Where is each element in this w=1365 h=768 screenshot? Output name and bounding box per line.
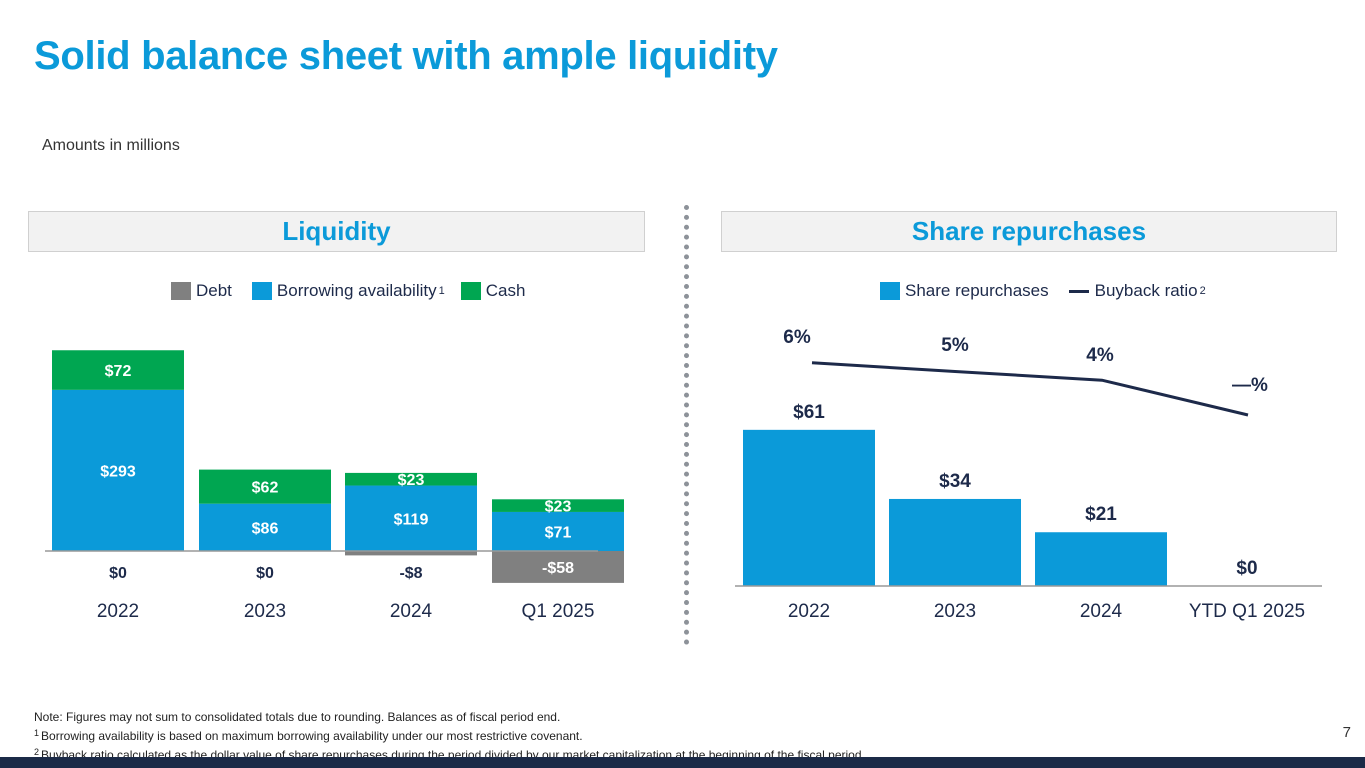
subtitle: Amounts in millions [42,137,180,154]
note-1: Borrowing availability is based on maxim… [41,729,583,743]
legend-debt: Debt [196,281,232,300]
legend-borrowing: Borrowing availability [276,281,437,300]
x-tick-label: 2022 [788,601,830,622]
legend-cash: Cash [485,281,526,300]
footnotes: Note: Figures may not sum to consolidate… [34,709,865,763]
note2-mark: 2 [34,747,40,757]
x-tick-label: YTD Q1 2025 [1189,601,1305,622]
bar-debt [345,551,477,556]
label-cash: $72 [105,363,132,380]
label-borrowing: $86 [252,520,279,537]
bar-borrowing [52,389,184,551]
buyback-line-swatch [1068,289,1089,293]
label-debt: -$8 [399,565,422,582]
legend-buyback: Buyback ratio [1094,281,1198,300]
bar-borrowing [345,485,477,551]
note-main: Note: Figures may not sum to consolidate… [34,710,561,724]
label-buyback-ratio: 4% [1086,345,1114,366]
liquidity-header: Liquidity [28,211,645,252]
label-repurchases: $21 [1085,504,1117,525]
bar-cash [199,469,331,504]
cash-swatch [460,282,481,300]
label-repurchases: $0 [1236,558,1257,579]
label-cash: $23 [545,499,572,516]
footnote-mark: 2 [1199,285,1206,297]
label-cash: $23 [398,472,425,489]
x-tick-label: 2022 [97,601,139,622]
buyback-line [811,361,1249,417]
x-tick-label: 2023 [244,601,286,622]
label-borrowing: $71 [545,524,572,541]
x-tick-label: 2024 [390,601,433,622]
bar-borrowing [199,503,331,551]
bar-cash [492,499,624,512]
liquidity-legend: Debt Borrowing availability 1 Cash [171,281,525,301]
label-debt: $0 [109,565,127,582]
label-buyback-ratio: —% [1232,375,1268,396]
repurchases-legend: Share repurchases Buyback ratio 2 [880,281,1206,301]
label-buyback-ratio: 6% [783,327,811,348]
bar-repurchases [743,429,875,586]
bar-repurchases [1035,532,1167,586]
x-tick-label: Q1 2025 [522,601,595,622]
repurchases-header: Share repurchases [721,211,1337,252]
repurchases-swatch [880,282,900,300]
label-cash: $62 [252,480,279,497]
bar-borrowing [492,511,624,551]
label-buyback-ratio: 5% [941,335,969,356]
label-repurchases: $61 [793,402,825,423]
debt-swatch [171,282,191,300]
bar-cash [345,472,477,486]
legend-repurchases: Share repurchases [905,281,1049,300]
bar-cash [52,350,184,390]
label-borrowing: $119 [394,511,429,528]
label-borrowing: $293 [100,463,136,480]
x-tick-label: 2023 [934,601,976,622]
label-debt: $0 [256,565,274,582]
borrowing-swatch [251,282,272,300]
bar-repurchases [889,498,1021,586]
page-number: 7 [1342,724,1351,741]
bar-debt [492,551,624,583]
label-repurchases: $34 [939,471,971,492]
footer-bar [0,757,1365,768]
note1-mark: 1 [34,728,40,738]
page-title: Solid balance sheet with ample liquidity [34,34,778,78]
label-debt: -$58 [542,560,574,577]
dotted-divider [684,205,689,645]
x-tick-label: 2024 [1080,601,1123,622]
footnote-mark: 1 [438,285,445,297]
